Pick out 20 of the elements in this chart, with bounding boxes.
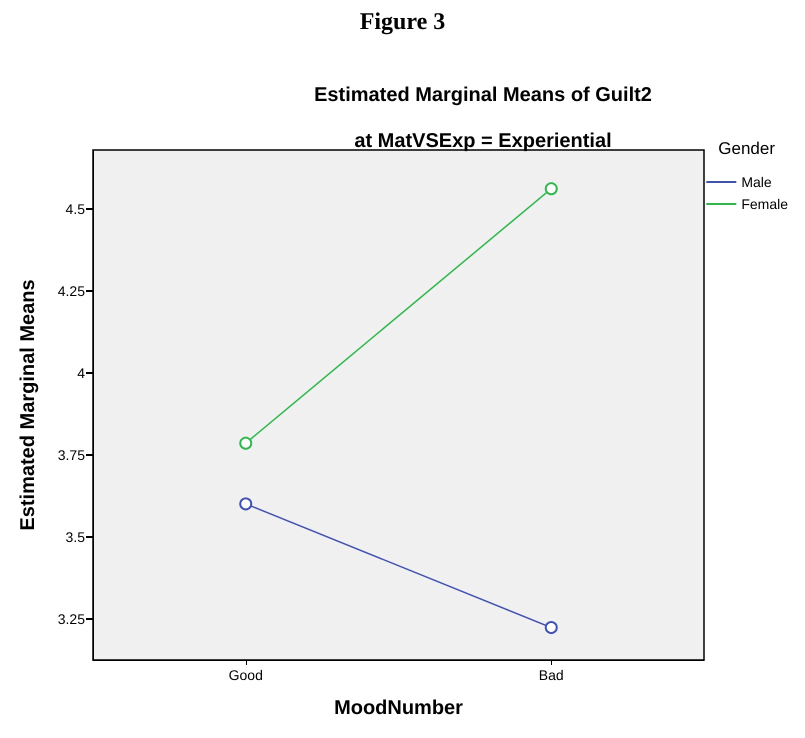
x-tick-label: Bad [538, 667, 564, 683]
legend-label: Male [741, 174, 772, 190]
y-tick-label: 3.5 [66, 529, 86, 546]
caption: Figure 3 [360, 9, 446, 35]
point [239, 436, 252, 450]
point [239, 497, 252, 510]
y-axis-title: Estimated Marginal Means [17, 279, 39, 531]
chart-subtitle: at MatVSExp = Experiential [354, 130, 612, 152]
y-tick-label: 4.5 [66, 201, 86, 218]
y-tick-label: 3.25 [58, 611, 86, 628]
point [544, 621, 558, 634]
x-axis-title: MoodNumber [334, 697, 464, 719]
legend-title: Gender [718, 139, 776, 158]
y-tick-label: 4 [77, 365, 86, 382]
y-tick-label: 3.75 [58, 447, 86, 464]
y-tick-label: 4.25 [58, 283, 86, 300]
point [544, 182, 558, 196]
x-tick-label: Good [228, 667, 263, 683]
chart-title: Estimated Marginal Means of Guilt2 [314, 84, 652, 106]
legend-label: Female [741, 196, 788, 212]
